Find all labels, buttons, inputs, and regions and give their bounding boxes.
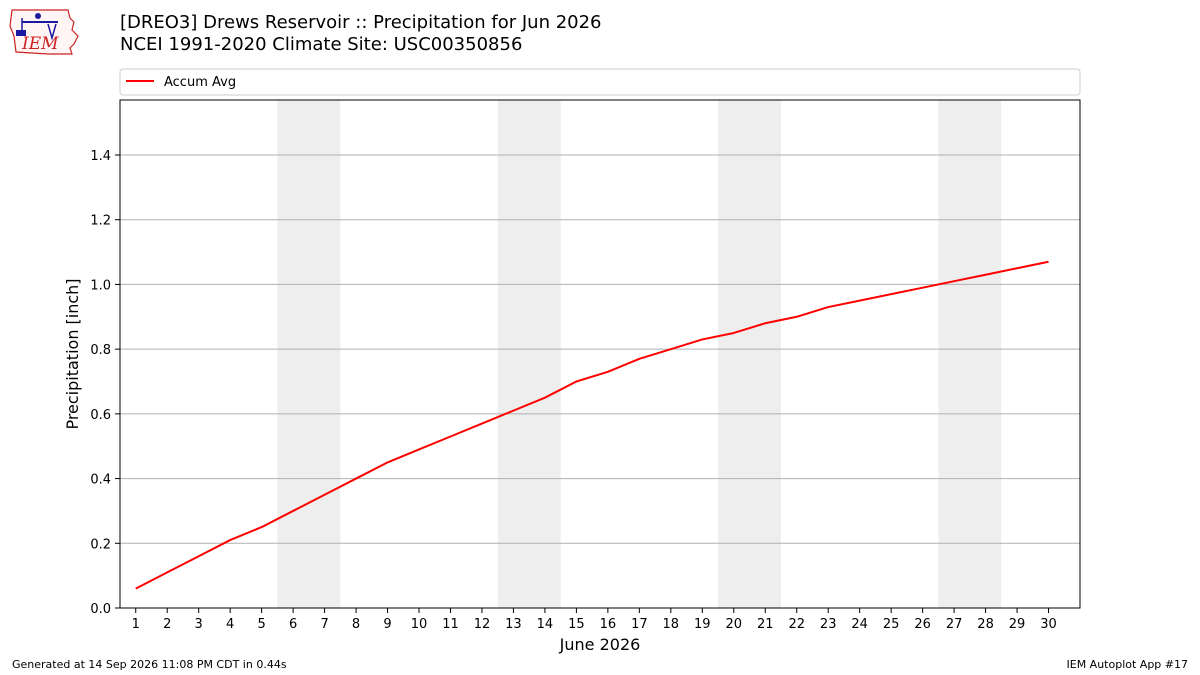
generated-timestamp: Generated at 14 Sep 2026 11:08 PM CDT in… xyxy=(12,658,287,671)
y-tick-label: 0.4 xyxy=(90,473,111,488)
weekend-band-1 xyxy=(277,100,341,608)
x-tick-label: 30 xyxy=(1040,617,1057,632)
x-tick-label: 13 xyxy=(505,617,522,632)
title-line-2: NCEI 1991-2020 Climate Site: USC00350856 xyxy=(120,34,523,55)
y-axis: 0.0 0.2 0.4 0.6 0.8 1.0 1.2 1.4 xyxy=(90,149,120,617)
weekend-band-3 xyxy=(718,100,781,608)
x-tick-label: 11 xyxy=(442,617,459,632)
iem-logo: IEM xyxy=(8,6,80,58)
x-tick-label: 27 xyxy=(946,617,963,632)
chart-title: [DREO3] Drews Reservoir :: Precipitation… xyxy=(120,12,602,56)
x-tick-label: 4 xyxy=(226,617,234,632)
x-tick-label: 23 xyxy=(820,617,837,632)
x-tick-label: 29 xyxy=(1009,617,1026,632)
x-tick-label: 26 xyxy=(914,617,931,632)
x-axis-label: June 2026 xyxy=(559,635,641,654)
x-tick-label: 21 xyxy=(757,617,774,632)
x-tick-label: 7 xyxy=(320,617,328,632)
x-tick-label: 28 xyxy=(977,617,994,632)
weekend-shading xyxy=(277,100,1002,608)
y-tick-label: 0.2 xyxy=(90,537,111,552)
legend: Accum Avg xyxy=(119,68,1081,96)
y-tick-label: 1.4 xyxy=(90,149,111,164)
x-tick-label: 19 xyxy=(694,617,711,632)
x-tick-label: 16 xyxy=(600,617,617,632)
x-tick-label: 12 xyxy=(474,617,491,632)
series-line-1 xyxy=(135,260,1049,590)
x-tick-label: 8 xyxy=(352,617,360,632)
y-tick-label: 0.8 xyxy=(90,343,111,358)
weekend-band-2 xyxy=(497,100,561,608)
series-layer xyxy=(135,260,1049,590)
x-tick-label: 22 xyxy=(788,617,805,632)
x-tick-label: 6 xyxy=(289,617,297,632)
x-tick-label: 9 xyxy=(383,617,391,632)
weekend-band-4 xyxy=(938,100,1002,608)
y-tick-label: 1.0 xyxy=(90,278,111,293)
x-tick-label: 3 xyxy=(195,617,203,632)
x-tick-label: 18 xyxy=(663,617,680,632)
x-tick-label: 20 xyxy=(725,617,742,632)
x-axis: 1 2 3 4 5 6 7 8 9 10 11 12 13 14 15 16 17 18 19 20 21 22 23 24 2… xyxy=(132,608,1057,632)
y-tick-label: 0.0 xyxy=(90,602,111,617)
plot-frame xyxy=(119,99,1081,609)
y-tick-label: 1.2 xyxy=(90,214,111,229)
x-tick-label: 25 xyxy=(883,617,900,632)
y-tick-label: 0.6 xyxy=(90,408,111,423)
x-tick-label: 15 xyxy=(568,617,585,632)
legend-box xyxy=(119,68,1081,96)
x-tick-label: 24 xyxy=(851,617,868,632)
legend-label: Accum Avg xyxy=(164,75,236,90)
title-line-1: [DREO3] Drews Reservoir :: Precipitation… xyxy=(120,12,602,33)
app-credit: IEM Autoplot App #17 xyxy=(1066,658,1189,671)
x-tick-label: 14 xyxy=(537,617,554,632)
x-tick-label: 2 xyxy=(163,617,171,632)
x-tick-label: 10 xyxy=(411,617,428,632)
y-axis-label: Precipitation [inch] xyxy=(63,278,82,429)
grid-lines xyxy=(120,154,1080,544)
logo-text: IEM xyxy=(22,34,59,54)
x-tick-label: 17 xyxy=(631,617,648,632)
x-tick-label: 5 xyxy=(257,617,265,632)
x-tick-label: 1 xyxy=(132,617,140,632)
